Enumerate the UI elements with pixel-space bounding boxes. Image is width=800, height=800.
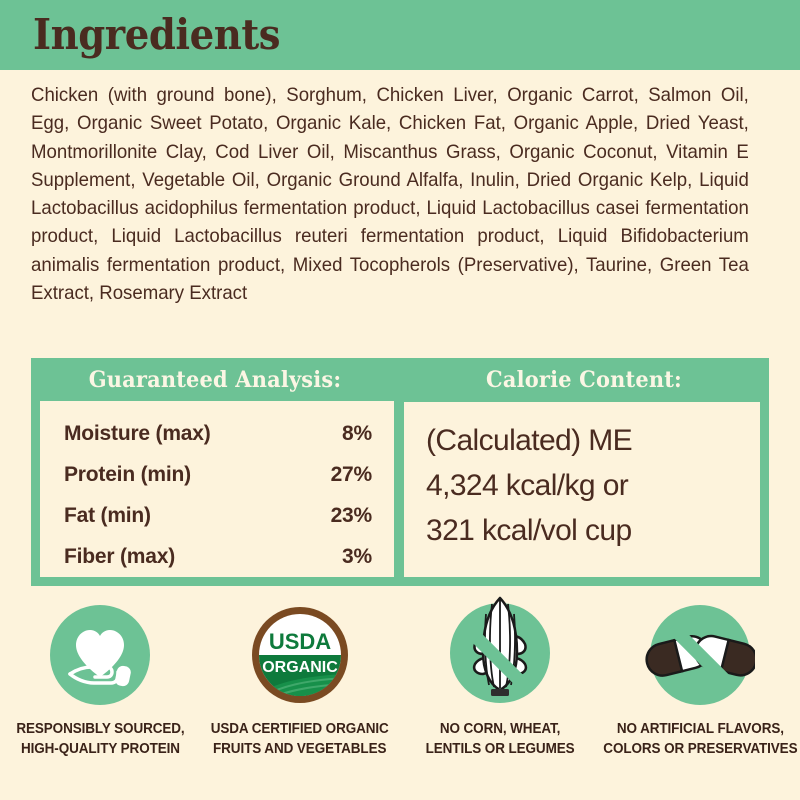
calorie-content-body: (Calculated) ME 4,324 kcal/kg or 321 kca… <box>404 402 760 577</box>
header-band: Ingredients <box>0 0 800 70</box>
calorie-content-lines: (Calculated) ME 4,324 kcal/kg or 321 kca… <box>404 402 760 553</box>
badge-caption-line: HIGH-QUALITY PROTEIN <box>20 741 180 757</box>
table-row: Fiber (max) 3% <box>64 536 372 577</box>
ingredients-text: Chicken (with ground bone), Sorghum, Chi… <box>31 85 749 305</box>
usda-organic-seal-svg: USDA ORGANIC <box>252 607 348 703</box>
badge-caption: NO CORN, WHEAT, LENTILS OR LEGUMES <box>426 719 575 759</box>
page-title: Ingredients <box>33 10 281 59</box>
calorie-content-panel: Calorie Content: (Calculated) ME 4,324 k… <box>399 358 769 586</box>
badge-caption: NO ARTIFICIAL FLAVORS, COLORS OR PRESERV… <box>603 719 797 759</box>
analysis-row-label: Protein (min) <box>64 463 191 486</box>
no-corn-svg <box>450 596 550 703</box>
badge-caption: RESPONSIBLY SOURCED, HIGH-QUALITY PROTEI… <box>16 719 184 759</box>
badge-caption-line: RESPONSIBLY SOURCED, <box>15 721 185 737</box>
usda-seal-bottom-text: ORGANIC <box>262 659 338 676</box>
heart-in-hand-icon <box>45 600 155 710</box>
badge-caption-line: NO CORN, WHEAT, <box>439 721 561 737</box>
badge-caption: USDA CERTIFIED ORGANIC FRUITS AND VEGETA… <box>211 719 389 759</box>
no-corn-icon <box>445 596 555 710</box>
feature-badges: RESPONSIBLY SOURCED, HIGH-QUALITY PROTEI… <box>0 596 800 800</box>
badge-no-artificial: NO ARTIFICIAL FLAVORS, COLORS OR PRESERV… <box>600 600 800 800</box>
calorie-line: 321 kcal/vol cup <box>426 514 632 547</box>
calorie-line: 4,324 kcal/kg or <box>426 469 629 502</box>
analysis-row-value: 8% <box>342 422 372 445</box>
usda-organic-seal-icon: USDA ORGANIC <box>245 600 355 710</box>
nutrition-panels: Guaranteed Analysis: Moisture (max) 8% P… <box>31 358 769 586</box>
analysis-row-value: 3% <box>342 545 372 568</box>
analysis-row-label: Fiber (max) <box>64 545 175 568</box>
guaranteed-analysis-heading: Guaranteed Analysis: <box>88 366 342 393</box>
guaranteed-analysis-panel: Guaranteed Analysis: Moisture (max) 8% P… <box>31 358 399 586</box>
analysis-row-label: Fat (min) <box>64 504 151 527</box>
analysis-row-label: Moisture (max) <box>64 422 211 445</box>
badge-caption-line: LENTILS OR LEGUMES <box>425 741 575 757</box>
badge-no-corn: NO CORN, WHEAT, LENTILS OR LEGUMES <box>400 596 600 800</box>
table-row: Protein (min) 27% <box>64 454 372 495</box>
badge-caption-line: USDA CERTIFIED ORGANIC <box>210 721 390 737</box>
no-artificial-additives-svg <box>645 605 755 705</box>
badge-caption-line: NO ARTIFICIAL FLAVORS, <box>616 721 784 737</box>
analysis-row-value: 27% <box>330 463 373 486</box>
heart-in-hand-svg <box>50 605 150 705</box>
badge-responsibly-sourced: RESPONSIBLY SOURCED, HIGH-QUALITY PROTEI… <box>0 600 200 800</box>
badge-caption-line: COLORS OR PRESERVATIVES <box>602 741 798 757</box>
guaranteed-analysis-body: Moisture (max) 8% Protein (min) 27% Fat … <box>40 401 394 577</box>
usda-seal-top-text: USDA <box>269 629 331 654</box>
analysis-row-value: 23% <box>330 504 373 527</box>
guaranteed-analysis-rows: Moisture (max) 8% Protein (min) 27% Fat … <box>40 401 394 577</box>
no-artificial-additives-icon <box>645 600 755 710</box>
badge-usda-organic: USDA ORGANIC USDA CERTIFIED ORGANIC FRUI… <box>200 600 400 800</box>
table-row: Moisture (max) 8% <box>64 413 372 454</box>
calorie-line: (Calculated) ME <box>426 424 633 457</box>
calorie-content-heading: Calorie Content: <box>486 367 682 393</box>
badge-caption-line: FRUITS AND VEGETABLES <box>213 741 387 757</box>
ingredients-section: Chicken (with ground bone), Sorghum, Chi… <box>31 82 771 308</box>
table-row: Fat (min) 23% <box>64 495 372 536</box>
